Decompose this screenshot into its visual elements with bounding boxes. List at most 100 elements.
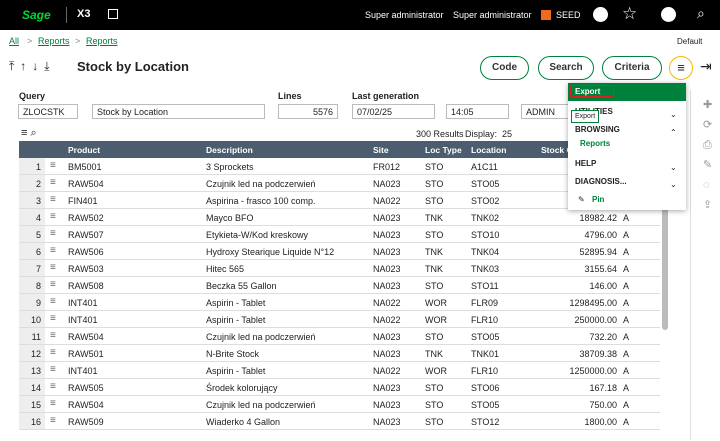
- row-number: 2: [19, 179, 41, 189]
- cell: NA023: [373, 400, 401, 410]
- cell: NA022: [373, 196, 401, 206]
- column-header[interactable]: Location: [471, 145, 506, 155]
- input[interactable]: 14:05: [446, 104, 509, 119]
- cell: NA022: [373, 298, 401, 308]
- row-number: 8: [19, 281, 41, 291]
- row-number: 11: [19, 332, 41, 342]
- breadcrumb[interactable]: Reports: [38, 36, 70, 46]
- row-menu[interactable]: ≡: [50, 364, 56, 375]
- help-icon[interactable]: [593, 7, 608, 22]
- cell: NA023: [373, 383, 401, 393]
- button[interactable]: Search: [538, 56, 594, 80]
- cell: NA023: [373, 179, 401, 189]
- cell: NA022: [373, 366, 401, 376]
- cell: A: [623, 400, 629, 410]
- cell: Etykieta-W/Kod kreskowy: [206, 230, 308, 240]
- cell: TNK: [425, 264, 443, 274]
- cell: STO: [425, 332, 443, 342]
- compass-icon[interactable]: [661, 7, 676, 22]
- cell: RAW504: [68, 400, 104, 410]
- nav-arrows[interactable]: ⤒↑↓⤓: [9, 59, 56, 74]
- cell: Środek kolorujący: [206, 383, 278, 393]
- row-menu[interactable]: ≡: [50, 160, 56, 171]
- cell: Czujnik led na podczerwień: [206, 332, 316, 342]
- cell: STO: [425, 179, 443, 189]
- button[interactable]: Code: [480, 56, 529, 80]
- cell: 1800.00: [520, 417, 617, 427]
- breadcrumb[interactable]: Reports: [86, 36, 118, 46]
- menu-section[interactable]: BROWSING: [575, 125, 620, 134]
- column-header[interactable]: Product: [68, 145, 100, 155]
- input[interactable]: 5576: [278, 104, 338, 119]
- list-icon[interactable]: ≡ ⌕: [21, 127, 37, 140]
- cell: RAW502: [68, 213, 104, 223]
- row-menu[interactable]: ≡: [50, 245, 56, 256]
- cell: FLR10: [471, 315, 498, 325]
- cell: INT401: [68, 315, 98, 325]
- input[interactable]: ZLOCSTK: [18, 104, 78, 119]
- cell: A: [623, 349, 629, 359]
- cell: 3 Sprockets: [206, 162, 254, 172]
- menu-section[interactable]: HELP: [575, 159, 596, 168]
- row-number: 5: [19, 230, 41, 240]
- row-menu[interactable]: ≡: [50, 347, 56, 358]
- exit-icon[interactable]: ⇥: [700, 58, 712, 75]
- row-menu[interactable]: ≡: [50, 194, 56, 205]
- row-number: 1: [19, 162, 41, 172]
- row-menu[interactable]: ≡: [50, 415, 56, 426]
- row-number: 9: [19, 298, 41, 308]
- row-menu[interactable]: ≡: [50, 330, 56, 341]
- column-header[interactable]: Loc Type: [425, 145, 462, 155]
- menu-item[interactable]: Export: [575, 87, 600, 96]
- cell: RAW505: [68, 383, 104, 393]
- row-menu[interactable]: ≡: [50, 262, 56, 273]
- user-role[interactable]: Super administrator: [365, 10, 444, 20]
- user-name[interactable]: Super administrator: [453, 10, 532, 20]
- row-menu[interactable]: ≡: [50, 381, 56, 392]
- row-menu[interactable]: ≡: [50, 228, 56, 239]
- breadcrumb[interactable]: All: [9, 36, 19, 46]
- cell: RAW506: [68, 247, 104, 257]
- cell: Aspirin - Tablet: [206, 315, 265, 325]
- calendar-icon[interactable]: [108, 9, 118, 19]
- cell: Aspirina - frasco 100 comp.: [206, 196, 316, 206]
- logo[interactable]: Sage: [22, 8, 51, 22]
- menu-item[interactable]: Reports: [580, 139, 610, 148]
- menu-item[interactable]: Pin: [592, 195, 604, 204]
- favorites-icon[interactable]: ☆: [622, 4, 637, 24]
- input[interactable]: 07/02/25: [352, 104, 435, 119]
- column-header[interactable]: Site: [373, 145, 389, 155]
- menu-button[interactable]: ≡: [669, 56, 693, 80]
- row-menu[interactable]: ≡: [50, 177, 56, 188]
- search-icon[interactable]: ⌕: [697, 5, 705, 22]
- row-number: 14: [19, 383, 41, 393]
- input[interactable]: Stock by Location: [92, 104, 265, 119]
- row-menu[interactable]: ≡: [50, 279, 56, 290]
- side-icons[interactable]: ✚⟳⎙✎◌⇪: [703, 95, 717, 215]
- row-menu[interactable]: ≡: [50, 296, 56, 307]
- field-label: Last generation: [352, 91, 419, 101]
- cell: STO: [425, 281, 443, 291]
- row-number: 10: [19, 315, 41, 325]
- display-label: Display:: [465, 129, 497, 139]
- cell: RAW504: [68, 179, 104, 189]
- button[interactable]: Criteria: [602, 56, 662, 80]
- row-menu[interactable]: ≡: [50, 313, 56, 324]
- cell: 52895.94: [520, 247, 617, 257]
- cell: A: [623, 247, 629, 257]
- input[interactable]: ADMIN: [521, 104, 571, 119]
- cell: NA023: [373, 213, 401, 223]
- display-value[interactable]: 25: [502, 129, 512, 139]
- row-menu[interactable]: ≡: [50, 398, 56, 409]
- row-number: 15: [19, 400, 41, 410]
- column-header[interactable]: Description: [206, 145, 253, 155]
- cell: A: [623, 383, 629, 393]
- row-number: 13: [19, 366, 41, 376]
- row-number: 3: [19, 196, 41, 206]
- row: [19, 192, 660, 209]
- row-menu[interactable]: ≡: [50, 211, 56, 222]
- folder[interactable]: SEED: [556, 10, 581, 20]
- menu-section[interactable]: DIAGNOSIS...: [575, 177, 627, 186]
- field-label: Query: [19, 91, 45, 101]
- view-selector[interactable]: Default: [677, 37, 702, 46]
